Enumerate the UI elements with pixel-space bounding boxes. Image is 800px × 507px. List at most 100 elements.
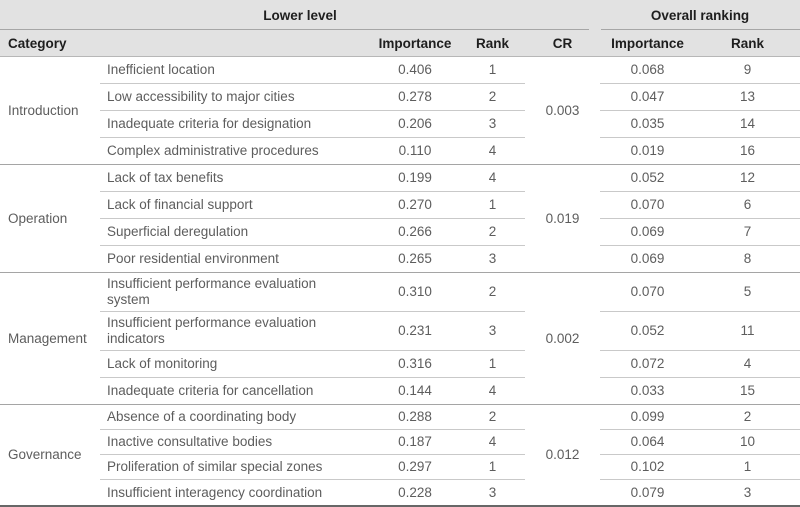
table-row: Complex administrative procedures 0.110 … <box>0 138 800 165</box>
item-label: Proliferation of similar special zones <box>107 459 323 474</box>
group-header-row: Lower level Overall ranking <box>0 0 800 30</box>
rank-cell: 1 <box>460 192 525 219</box>
rank-cell: 4 <box>460 138 525 165</box>
category-cell: Operation <box>0 165 100 273</box>
overall-importance-cell: 0.102 <box>600 455 696 480</box>
table-row: Superficial deregulation 0.266 2 0.069 7 <box>0 219 800 246</box>
table-row: Lack of financial support 0.270 1 0.070 … <box>0 192 800 219</box>
overall-rank-cell: 15 <box>695 378 800 405</box>
table-row: Inactive consultative bodies 0.187 4 0.0… <box>0 430 800 455</box>
table-row: Introduction Inefficient location 0.406 … <box>0 57 800 165</box>
group-operation: Operation Lack of tax benefits 0.199 4 0… <box>0 165 800 273</box>
table-row: Insufficient interagency coordination 0.… <box>0 480 800 505</box>
table-row: Proliferation of similar special zones 0… <box>0 455 800 480</box>
item-label: Poor residential environment <box>107 251 279 266</box>
item-cell: Lack of tax benefits <box>100 165 370 192</box>
table-row: Inadequate criteria for designation 0.20… <box>0 111 800 138</box>
rank-cell: 2 <box>460 84 525 111</box>
item-label: Inactive consultative bodies <box>107 434 273 449</box>
cr-cell: 0.002 <box>525 273 601 405</box>
importance-cell: 0.199 <box>370 165 460 192</box>
overall-importance-cell: 0.064 <box>600 430 696 455</box>
column-header-row: Category Importance Rank CR Importance R… <box>0 30 800 57</box>
cr-cell: 0.003 <box>525 57 601 165</box>
overall-importance-cell: 0.069 <box>600 219 696 246</box>
cr-cell: 0.019 <box>525 165 601 273</box>
header-rank-lower: Rank <box>460 30 525 57</box>
header-overall-ranking: Overall ranking <box>600 0 800 30</box>
overall-importance-cell: 0.019 <box>600 138 696 165</box>
table-row: Governance Absence of a coordinating bod… <box>0 405 800 462</box>
item-cell: Insufficient performance evaluation syst… <box>100 273 370 312</box>
item-label: Superficial deregulation <box>107 224 249 239</box>
table-row: Inadequate criteria for cancellation 0.1… <box>0 378 800 405</box>
overall-importance-cell: 0.070 <box>600 192 696 219</box>
cr-cell: 0.012 <box>545 447 580 462</box>
header-cr: CR <box>525 30 601 57</box>
importance-cell: 0.231 <box>370 312 460 351</box>
rank-cell: 3 <box>488 484 497 500</box>
item-cell: Complex administrative procedures <box>100 138 370 165</box>
overall-rank-cell: 7 <box>695 219 800 246</box>
rank-cell: 2 <box>460 273 525 312</box>
item-cell: Inadequate criteria for designation <box>100 111 370 138</box>
rank-cell: 1 <box>460 57 525 84</box>
overall-rank-cell: 4 <box>695 351 800 378</box>
importance-cell: 0.266 <box>370 219 460 246</box>
rank-cell: 2 <box>460 219 525 246</box>
overall-importance-cell: 0.070 <box>600 273 696 312</box>
overall-importance-cell: 0.052 <box>600 165 696 192</box>
overall-importance-cell: 0.099 <box>600 405 696 430</box>
header-category: Category <box>0 30 100 57</box>
table-row: Operation Lack of tax benefits 0.199 4 0… <box>0 165 800 273</box>
rank-cell: 1 <box>460 351 525 378</box>
category-cell: Introduction <box>0 57 100 165</box>
group-governance: Governance Absence of a coordinating bod… <box>0 405 800 505</box>
table-row: Insufficient performance evaluation indi… <box>0 312 800 351</box>
item-label: Complex administrative procedures <box>107 143 319 158</box>
table-row: Lack of monitoring 0.316 1 0.072 4 <box>0 351 800 378</box>
overall-rank-cell: 10 <box>695 430 800 455</box>
item-cell: Absence of a coordinating body <box>100 405 370 430</box>
item-cell: Low accessibility to major cities <box>100 84 370 111</box>
importance-cell: 0.406 <box>370 57 460 84</box>
importance-cell: 0.144 <box>370 378 460 405</box>
group-introduction: Introduction Inefficient location 0.406 … <box>0 57 800 165</box>
table-row: Management Insufficient performance eval… <box>0 273 800 405</box>
item-cell: Proliferation of similar special zones <box>100 455 370 480</box>
item-cell: Inactive consultative bodies <box>100 430 370 455</box>
overall-rank-cell: 11 <box>695 312 800 351</box>
group-management: Management Insufficient performance eval… <box>0 273 800 405</box>
overall-rank-cell: 14 <box>695 111 800 138</box>
importance-cell: 0.288 <box>370 405 460 430</box>
header-importance-lower: Importance <box>370 30 460 57</box>
importance-cell: 0.278 <box>370 84 460 111</box>
header-rank-overall: Rank <box>695 30 800 57</box>
item-cell: Insufficient performance evaluation indi… <box>100 312 370 351</box>
item-cell: Inadequate criteria for cancellation <box>100 378 370 405</box>
importance-cell: 0.110 <box>370 138 460 165</box>
overall-rank-cell: 5 <box>695 273 800 312</box>
item-label: Lack of monitoring <box>107 356 218 371</box>
importance-cell: 0.270 <box>370 192 460 219</box>
importance-cell: 0.310 <box>370 273 460 312</box>
item-cell: Poor residential environment <box>100 246 370 273</box>
item-cell: Lack of financial support <box>100 192 370 219</box>
importance-cell: 0.297 <box>370 455 460 480</box>
item-label: Insufficient performance evaluation indi… <box>107 315 317 346</box>
overall-rank-cell: 1 <box>695 455 800 480</box>
overall-importance-cell: 0.033 <box>600 378 696 405</box>
category-cell: Management <box>0 273 100 405</box>
rank-cell: 2 <box>460 405 525 430</box>
overall-importance-cell: 0.052 <box>600 312 696 351</box>
importance-cell: 0.187 <box>370 430 460 455</box>
header-importance-overall: Importance <box>600 30 696 57</box>
item-label: Inadequate criteria for designation <box>107 116 312 131</box>
importance-cell: 0.316 <box>370 351 460 378</box>
overall-importance-cell: 0.035 <box>600 111 696 138</box>
rank-cell: 4 <box>460 430 525 455</box>
rank-cell: 3 <box>460 246 525 273</box>
table-row: Low accessibility to major cities 0.278 … <box>0 84 800 111</box>
